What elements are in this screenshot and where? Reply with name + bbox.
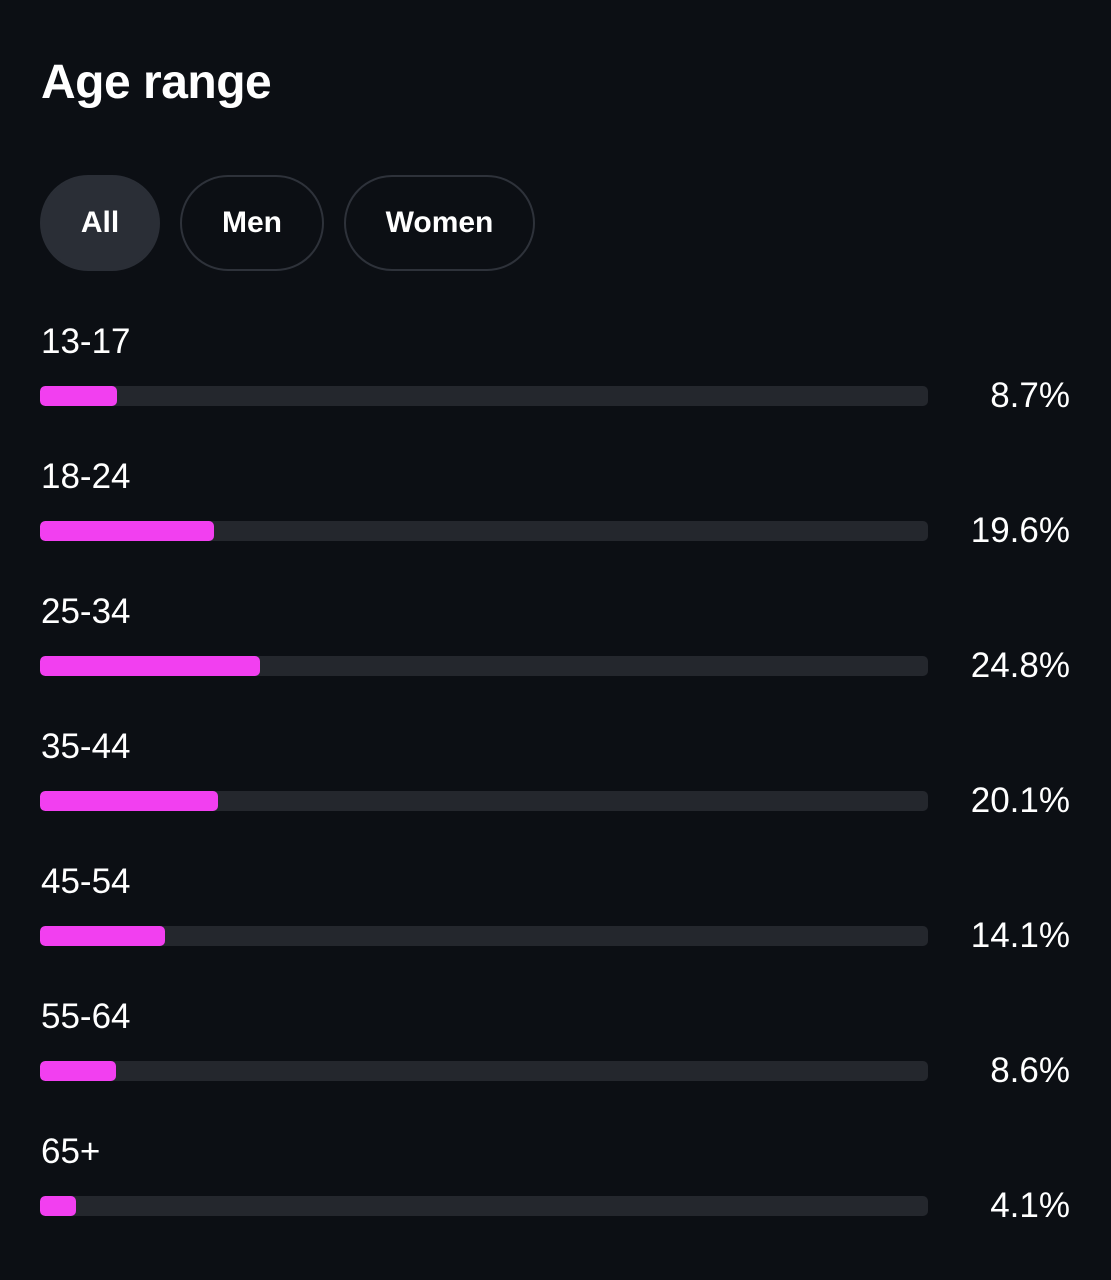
percentage-bar-fill xyxy=(40,1196,77,1216)
age-range-row-65-plus: 65+ 4.1% xyxy=(40,1128,1070,1263)
age-range-row-35-44: 35-44 20.1% xyxy=(40,723,1070,858)
percentage-bar-track xyxy=(40,656,928,676)
age-range-label: 13-17 xyxy=(41,322,131,361)
percentage-bar-track xyxy=(40,926,928,946)
page-title: Age range xyxy=(41,56,272,109)
filter-all-button[interactable]: All xyxy=(40,175,160,271)
percentage-bar-fill xyxy=(40,926,166,946)
percentage-value: 8.7% xyxy=(990,376,1070,415)
age-range-row-18-24: 18-24 19.6% xyxy=(40,453,1070,588)
percentage-value: 20.1% xyxy=(970,781,1070,820)
percentage-bar-fill xyxy=(40,791,219,811)
percentage-bar-track xyxy=(40,1061,928,1081)
age-range-list: 13-17 8.7% 18-24 19.6% 25-34 24.8% 35-44 xyxy=(40,318,1070,1263)
percentage-value: 8.6% xyxy=(990,1051,1070,1090)
filter-women-button[interactable]: Women xyxy=(344,175,535,271)
percentage-value: 4.1% xyxy=(990,1186,1070,1225)
percentage-value: 19.6% xyxy=(970,511,1070,550)
percentage-value: 14.1% xyxy=(970,916,1070,955)
filter-men-button[interactable]: Men xyxy=(180,175,324,271)
percentage-bar-track xyxy=(40,791,928,811)
age-range-label: 35-44 xyxy=(41,727,131,766)
percentage-bar-fill xyxy=(40,521,215,541)
age-range-row-13-17: 13-17 8.7% xyxy=(40,318,1070,453)
age-range-label: 65+ xyxy=(41,1132,101,1171)
percentage-value: 24.8% xyxy=(970,646,1070,685)
percentage-bar-track xyxy=(40,386,928,406)
age-range-row-25-34: 25-34 24.8% xyxy=(40,588,1070,723)
age-range-row-45-54: 45-54 14.1% xyxy=(40,858,1070,993)
age-range-label: 18-24 xyxy=(41,457,131,496)
percentage-bar-fill xyxy=(40,386,118,406)
age-range-label: 55-64 xyxy=(41,997,131,1036)
age-range-label: 25-34 xyxy=(41,592,131,631)
age-range-row-55-64: 55-64 8.6% xyxy=(40,993,1070,1128)
percentage-bar-fill xyxy=(40,656,261,676)
percentage-bar-track xyxy=(40,521,928,541)
percentage-bar-track xyxy=(40,1196,928,1216)
age-range-label: 45-54 xyxy=(41,862,131,901)
gender-filter-tabs: All Men Women xyxy=(40,175,535,271)
percentage-bar-fill xyxy=(40,1061,117,1081)
